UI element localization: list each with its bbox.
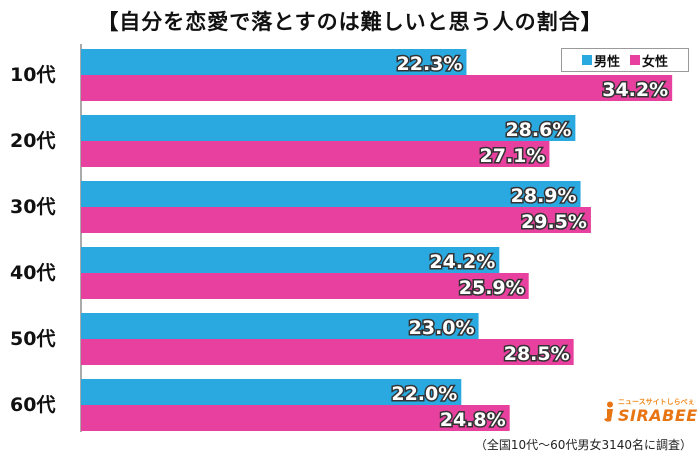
bar-male [81,247,500,273]
category-label: 40代 [10,262,55,284]
data-label-male: 22.0% [391,383,457,405]
logo-mark-icon [604,401,613,422]
category-label: 60代 [10,394,55,416]
category-label: 10代 [10,64,55,86]
data-label-male: 28.9% [511,185,577,207]
data-label-female: 25.9% [459,277,525,299]
legend: 男性 女性 [561,48,689,72]
data-label-male: 23.0% [409,317,475,339]
data-label-female: 27.1% [480,145,546,167]
bar-female [81,273,529,299]
logo-tagline: ニュースサイトしらべぇ [618,398,695,406]
bar-female [81,405,510,431]
data-label-male: 22.3% [397,53,463,75]
data-label-male: 24.2% [429,251,495,273]
category-label: 50代 [10,328,55,350]
bar-male [81,181,581,207]
bar-male [81,49,467,75]
chart-title: 【自分を恋愛で落とすのは難しいと思う人の割合】 [97,10,603,34]
bar-female [81,75,673,101]
data-label-female: 28.5% [504,343,570,365]
legend-label-male: 男性 [593,54,620,70]
bar-male [81,313,479,339]
bar-female [81,207,591,233]
survey-footnote: （全国10代～60代男女3140名に調査） [474,438,692,452]
data-label-female: 24.8% [440,409,506,431]
legend-swatch-male [581,55,592,65]
legend-swatch-female [630,55,640,65]
bar-male [81,379,462,405]
sirabee-logo: ニュースサイトしらべぇ SIRABEE [600,395,697,425]
data-label-female: 34.2% [602,79,668,101]
legend-label-female: 女性 [642,54,669,70]
data-label-female: 29.5% [521,211,587,233]
bar-female [81,339,574,365]
bar-female [81,141,550,167]
data-label-male: 28.6% [505,119,571,141]
logo-wordmark: SIRABEE [618,406,698,425]
bar-male [81,115,576,141]
category-label: 30代 [10,196,55,218]
category-label: 20代 [10,130,55,152]
legend-item-male: 男性 [581,51,620,70]
legend-item-female: 女性 [630,51,668,70]
